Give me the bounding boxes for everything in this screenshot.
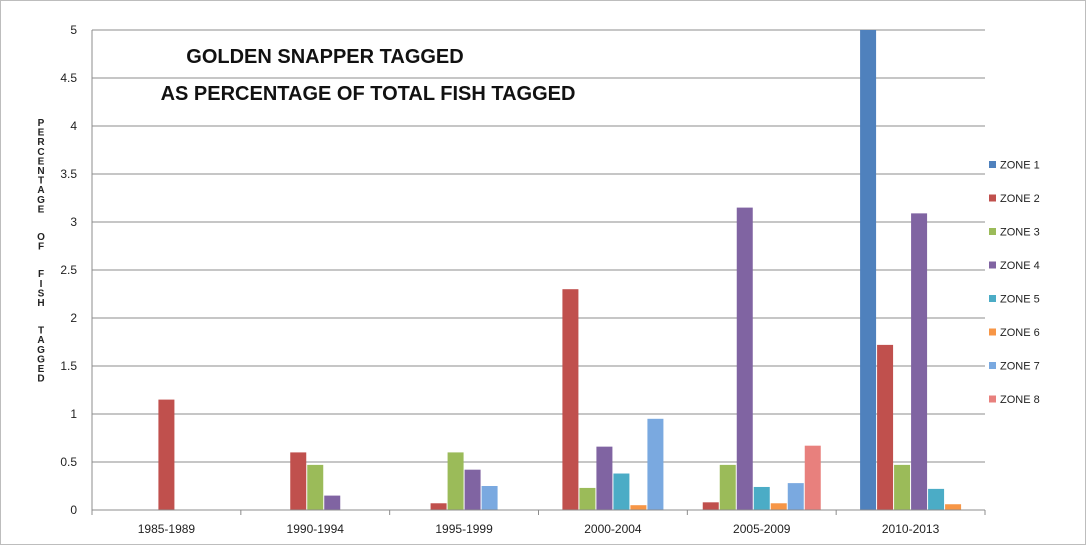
legend-label: ZONE 2 — [1000, 193, 1040, 205]
x-tick-label: 1990-1994 — [287, 522, 345, 536]
legend-swatch — [989, 161, 996, 168]
bar-zone-4-2000-2004 — [596, 446, 613, 510]
bar-zone-3-1995-1999 — [447, 452, 464, 510]
y-axis-label-letter: E — [38, 204, 45, 215]
y-axis-label-letter: F — [38, 269, 44, 280]
bar-zone-4-2010-2013 — [911, 213, 928, 511]
legend-label: ZONE 4 — [1000, 260, 1040, 272]
bar-zone-3-2010-2013 — [894, 464, 911, 510]
bar-zone-7-1995-1999 — [481, 486, 498, 510]
y-tick-label: 0 — [70, 503, 77, 517]
bar-zone-4-1990-1994 — [324, 495, 341, 510]
y-axis-label-letter: A — [37, 335, 44, 346]
y-axis-label-letter: T — [38, 176, 44, 187]
y-axis-label-letter: E — [38, 364, 45, 375]
legend-swatch — [989, 395, 996, 403]
y-tick-label: 4 — [70, 119, 77, 133]
y-axis-label-letter: S — [38, 288, 45, 299]
y-tick-label: 5 — [70, 23, 77, 37]
bar-zone-2-2010-2013 — [877, 344, 894, 510]
y-axis-label-letter: I — [40, 279, 43, 290]
bar-zone-5-2000-2004 — [613, 473, 630, 510]
chart-title-line-2: AS PERCENTAGE OF TOTAL FISH TAGGED — [161, 83, 576, 105]
y-axis-label-letter: C — [37, 147, 44, 158]
legend-label: ZONE 1 — [1000, 160, 1040, 172]
bar-zone-4-2005-2009 — [736, 207, 753, 510]
legend-swatch — [989, 362, 996, 369]
y-tick-label: 2.5 — [60, 263, 77, 277]
y-axis-label-letter: O — [37, 232, 45, 243]
y-axis-label-letter: P — [38, 118, 45, 129]
legend-swatch — [989, 228, 996, 235]
legend-label: ZONE 6 — [1000, 327, 1040, 339]
x-tick-label: 2010-2013 — [882, 522, 940, 536]
bar-zone-5-2010-2013 — [928, 488, 945, 510]
bar-zone-2-2005-2009 — [702, 502, 719, 510]
y-axis-label-letter: G — [37, 195, 45, 206]
bar-zone-2-1990-1994 — [290, 452, 307, 510]
y-axis-label-letter: T — [38, 326, 44, 337]
y-axis-label-letter: R — [37, 137, 45, 148]
y-axis-label-letter: N — [37, 166, 44, 177]
y-axis-label-letter: H — [37, 298, 44, 309]
legend-swatch — [989, 328, 996, 336]
legend-label: ZONE 8 — [1000, 394, 1040, 406]
y-axis-label-letter: F — [38, 242, 44, 253]
y-tick-label: 3.5 — [60, 167, 77, 181]
y-axis-label-letter: G — [37, 354, 45, 365]
legend-swatch — [989, 295, 996, 302]
chart-title-line-1: GOLDEN SNAPPER TAGGED — [186, 46, 463, 68]
bar-zone-7-2005-2009 — [787, 483, 804, 510]
bar-zone-3-2005-2009 — [719, 464, 736, 510]
y-axis-label-letter: D — [37, 374, 44, 385]
bars — [158, 30, 962, 511]
y-axis-label-letter: A — [37, 185, 44, 196]
bar-zone-3-2000-2004 — [579, 487, 596, 510]
y-axis-label-letter: G — [37, 345, 45, 356]
legend-label: ZONE 7 — [1000, 361, 1040, 373]
gridlines — [92, 29, 985, 463]
bar-zone-6-2010-2013 — [945, 504, 962, 510]
x-tick-label: 2000-2004 — [584, 522, 642, 536]
bar-zone-2-1995-1999 — [430, 503, 447, 510]
y-tick-label: 1.5 — [60, 359, 77, 373]
bar-zone-2-1985-1989 — [158, 399, 175, 510]
legend: ZONE 1 ZONE 2 ZONE 3 ZONE 4 ZONE 5 ZONE 6 ZONE… — [989, 160, 1040, 406]
y-tick-label: 1 — [70, 407, 77, 421]
bar-zone-6-2005-2009 — [770, 503, 787, 510]
y-axis-label-letter: E — [38, 156, 45, 167]
x-tick-label: 1995-1999 — [435, 522, 493, 536]
chart-title: GOLDEN SNAPPER TAGGED AS PERCENTAGE OF T… — [161, 46, 576, 105]
y-tick-label: 3 — [70, 215, 77, 229]
legend-swatch — [989, 194, 996, 202]
legend-label: ZONE 3 — [1000, 227, 1040, 239]
bar-zone-3-1990-1994 — [307, 464, 324, 510]
bar-zone-2-2000-2004 — [562, 289, 579, 510]
y-axis-label-letter: E — [38, 128, 45, 139]
legend-swatch — [989, 261, 996, 269]
bar-zone-4-1995-1999 — [464, 469, 481, 510]
y-tick-label: 0.5 — [60, 455, 77, 469]
x-tick-label: 1985-1989 — [138, 522, 196, 536]
bar-zone-6-2000-2004 — [630, 505, 647, 510]
x-tick-label: 2005-2009 — [733, 522, 791, 536]
bar-zone-1-2010-2013 — [860, 30, 877, 510]
bar-zone-7-2000-2004 — [647, 418, 664, 510]
axes: 0 0.5 1 1.5 2 2.5 3 3.5 4 4.5 5 1985-1989 1990-1994 1… — [60, 23, 986, 536]
legend-label: ZONE 5 — [1000, 294, 1040, 306]
y-tick-label: 4.5 — [60, 71, 77, 85]
bar-zone-5-2005-2009 — [753, 486, 770, 510]
bar-zone-8-2005-2009 — [804, 445, 821, 510]
y-tick-label: 2 — [70, 311, 77, 325]
